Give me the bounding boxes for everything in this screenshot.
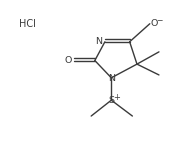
Text: +: + bbox=[113, 92, 120, 102]
Text: O: O bbox=[151, 19, 158, 27]
Text: N: N bbox=[108, 74, 115, 83]
Text: S: S bbox=[108, 96, 114, 105]
Text: O: O bbox=[65, 56, 72, 65]
Text: N: N bbox=[95, 37, 102, 46]
Text: −: − bbox=[156, 16, 163, 25]
Text: HCl: HCl bbox=[19, 19, 36, 29]
